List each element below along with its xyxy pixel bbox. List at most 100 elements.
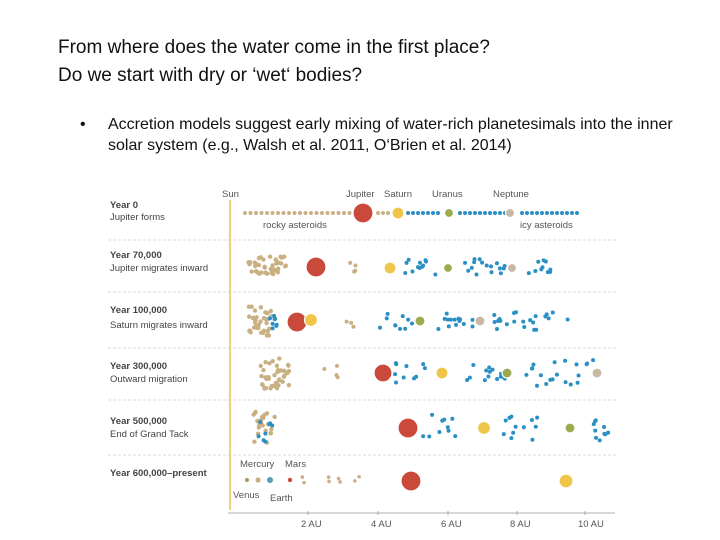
rocky-asteroid xyxy=(347,211,352,215)
icy-asteroid xyxy=(385,311,390,316)
icy-asteroid xyxy=(274,323,279,328)
rocky-asteroid xyxy=(278,261,284,266)
icy-asteroid xyxy=(520,211,524,215)
icy-asteroid xyxy=(575,380,580,385)
axis-tick-label: 2 AU xyxy=(301,519,322,530)
icy-asteroid xyxy=(576,373,581,378)
icy-asteroid xyxy=(436,211,440,215)
icy-asteroid xyxy=(444,311,449,316)
rocky-asteroid xyxy=(277,356,282,361)
rocky-asteroid xyxy=(386,211,390,215)
rocky-asteroid xyxy=(286,382,292,388)
icy-asteroid xyxy=(543,259,548,264)
bullet-text: Accretion models suggest early mixing of… xyxy=(108,116,673,154)
icy-asteroid xyxy=(550,377,555,382)
rocky-asteroid xyxy=(246,314,252,319)
icy-asteroid xyxy=(512,311,517,316)
icy-asteroid xyxy=(421,434,426,439)
icy-asteroid xyxy=(421,362,426,367)
icy-asteroid xyxy=(528,318,533,323)
rocky-asteroid xyxy=(281,211,286,215)
label-sun: Sun xyxy=(222,189,239,200)
icy-asteroid xyxy=(487,365,492,370)
icy-asteroid xyxy=(512,319,517,324)
icy-asteroid xyxy=(570,211,574,215)
stage-year: Year 100,000 xyxy=(110,305,167,316)
icy-asteroid xyxy=(568,382,573,387)
stage-event: Outward migration xyxy=(110,374,188,385)
rocky-asteroid xyxy=(258,319,263,324)
icy-asteroid xyxy=(593,428,598,433)
icy-asteroid xyxy=(496,318,501,323)
icy-asteroid xyxy=(454,322,459,327)
rocky-asteroid xyxy=(258,330,264,335)
stage-4-label: Year 500,000 End of Grand Tack xyxy=(110,416,189,440)
icy-asteroid xyxy=(468,211,472,215)
rocky-asteroid xyxy=(342,211,346,215)
icy-asteroid xyxy=(437,430,442,435)
rocky-asteroid xyxy=(325,211,330,215)
rocky-asteroid xyxy=(254,315,259,320)
icy-asteroid xyxy=(270,321,275,326)
icy-asteroid xyxy=(535,383,540,388)
rocky-asteroid xyxy=(270,359,275,364)
icy-asteroid xyxy=(539,267,544,272)
rocky-asteroid xyxy=(334,363,339,368)
rocky-asteroid xyxy=(248,330,253,335)
icy-asteroid xyxy=(521,319,526,324)
icy-asteroid xyxy=(591,358,596,363)
icy-asteroid xyxy=(467,375,472,380)
icy-asteroid xyxy=(406,257,411,262)
stage-event: End of Grand Tack xyxy=(110,429,189,440)
icy-asteroid xyxy=(504,322,509,327)
saturn xyxy=(383,261,397,275)
icy-asteroid xyxy=(466,268,471,273)
icy-asteroid xyxy=(534,327,539,332)
rocky-asteroid xyxy=(327,479,331,484)
icy-asteroid xyxy=(501,432,506,437)
icy-asteroid xyxy=(493,211,497,215)
icy-asteroid xyxy=(445,425,450,430)
icy-asteroid xyxy=(416,265,421,270)
neptune xyxy=(504,207,516,219)
icy-asteroid xyxy=(270,423,275,428)
icy-asteroid xyxy=(473,211,477,215)
icy-asteroid xyxy=(563,380,568,385)
rocky-asteroid xyxy=(251,315,256,321)
label-mercury: Mercury xyxy=(240,459,275,470)
icy-asteroid xyxy=(509,436,514,441)
label-rocky-asteroids: rocky asteroids xyxy=(263,220,327,231)
icy-asteroid xyxy=(474,272,479,277)
stage-year: Year 500,000 xyxy=(110,416,167,427)
stage-year: Year 70,000 xyxy=(110,250,162,261)
rocky-asteroid xyxy=(252,308,258,313)
rocky-asteroid xyxy=(274,385,280,391)
neptune xyxy=(506,262,518,274)
rocky-asteroid xyxy=(292,211,297,215)
icy-asteroid xyxy=(521,425,526,430)
uranus xyxy=(443,207,455,219)
icy-asteroid xyxy=(565,211,569,215)
icy-asteroid xyxy=(393,323,398,328)
icy-asteroid xyxy=(545,270,550,275)
rocky-asteroid xyxy=(281,254,287,259)
rocky-asteroid xyxy=(287,211,291,215)
icy-asteroid xyxy=(503,418,508,423)
rocky-asteroid xyxy=(267,254,273,259)
label-mars: Mars xyxy=(285,459,306,470)
icy-asteroid xyxy=(497,266,502,271)
icy-asteroid xyxy=(530,366,535,371)
icy-asteroid xyxy=(410,269,415,274)
rocky-asteroid xyxy=(326,475,331,480)
icy-asteroid xyxy=(511,430,516,435)
icy-asteroid xyxy=(488,264,493,269)
stage-2-label: Year 100,000 Saturn migrates inward xyxy=(110,305,208,331)
label-neptune: Neptune xyxy=(493,189,529,200)
rocky-asteroid xyxy=(266,374,271,380)
rocky-asteroid xyxy=(246,304,252,309)
rocky-asteroid xyxy=(264,411,270,416)
icy-asteroid xyxy=(498,211,502,215)
icy-asteroid xyxy=(472,257,477,262)
jupiter xyxy=(373,363,393,383)
label-uranus: Uranus xyxy=(432,189,463,200)
